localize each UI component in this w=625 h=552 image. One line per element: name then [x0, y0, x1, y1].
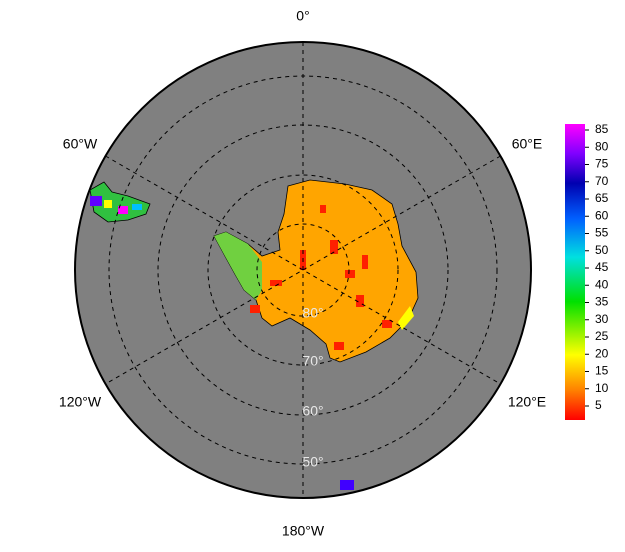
- colorbar: [565, 124, 585, 420]
- peninsula: [214, 232, 262, 300]
- patch: [398, 306, 414, 330]
- lat-label: 50°: [302, 454, 323, 470]
- graticule: [105, 42, 501, 498]
- lon-label: 120°W: [59, 394, 102, 410]
- colorbar-tick-label: 10: [595, 381, 609, 395]
- lon-label: 180°W: [282, 523, 325, 539]
- colorbar-tick-label: 30: [595, 312, 609, 326]
- colorbar-tick-label: 65: [595, 191, 609, 205]
- lat-label: 60°: [302, 403, 323, 419]
- colorbar-tick-label: 25: [595, 329, 609, 343]
- patch: [132, 204, 142, 210]
- patch: [118, 206, 128, 214]
- colorbar-tick-label: 70: [595, 174, 609, 188]
- lat-label: 70°: [302, 353, 323, 369]
- lon-label: 0°: [296, 8, 309, 24]
- lat-label: 80°: [302, 305, 323, 321]
- colorbar-tick-label: 50: [595, 243, 609, 257]
- colorbar-tick-label: 55: [595, 226, 609, 240]
- patch: [90, 196, 102, 206]
- colorbar-tick-label: 20: [595, 346, 609, 360]
- colorbar-tick-label: 5: [595, 398, 602, 412]
- colorbar-tick-label: 75: [595, 157, 609, 171]
- lon-label: 60°W: [63, 136, 98, 152]
- lon-label: 120°E: [508, 394, 546, 410]
- colorbar-tick-label: 60: [595, 208, 609, 222]
- south-america: [89, 181, 151, 223]
- colorbar-tick-label: 85: [595, 122, 609, 136]
- lon-label: 60°E: [512, 136, 543, 152]
- colorbar-tick-label: 45: [595, 260, 609, 274]
- patch: [104, 200, 112, 208]
- colorbar-tick-label: 15: [595, 364, 609, 378]
- colorbar-tick-label: 80: [595, 139, 609, 153]
- colorbar-tick-label: 40: [595, 277, 609, 291]
- island: [340, 480, 354, 490]
- colorbar-tick-label: 35: [595, 295, 609, 309]
